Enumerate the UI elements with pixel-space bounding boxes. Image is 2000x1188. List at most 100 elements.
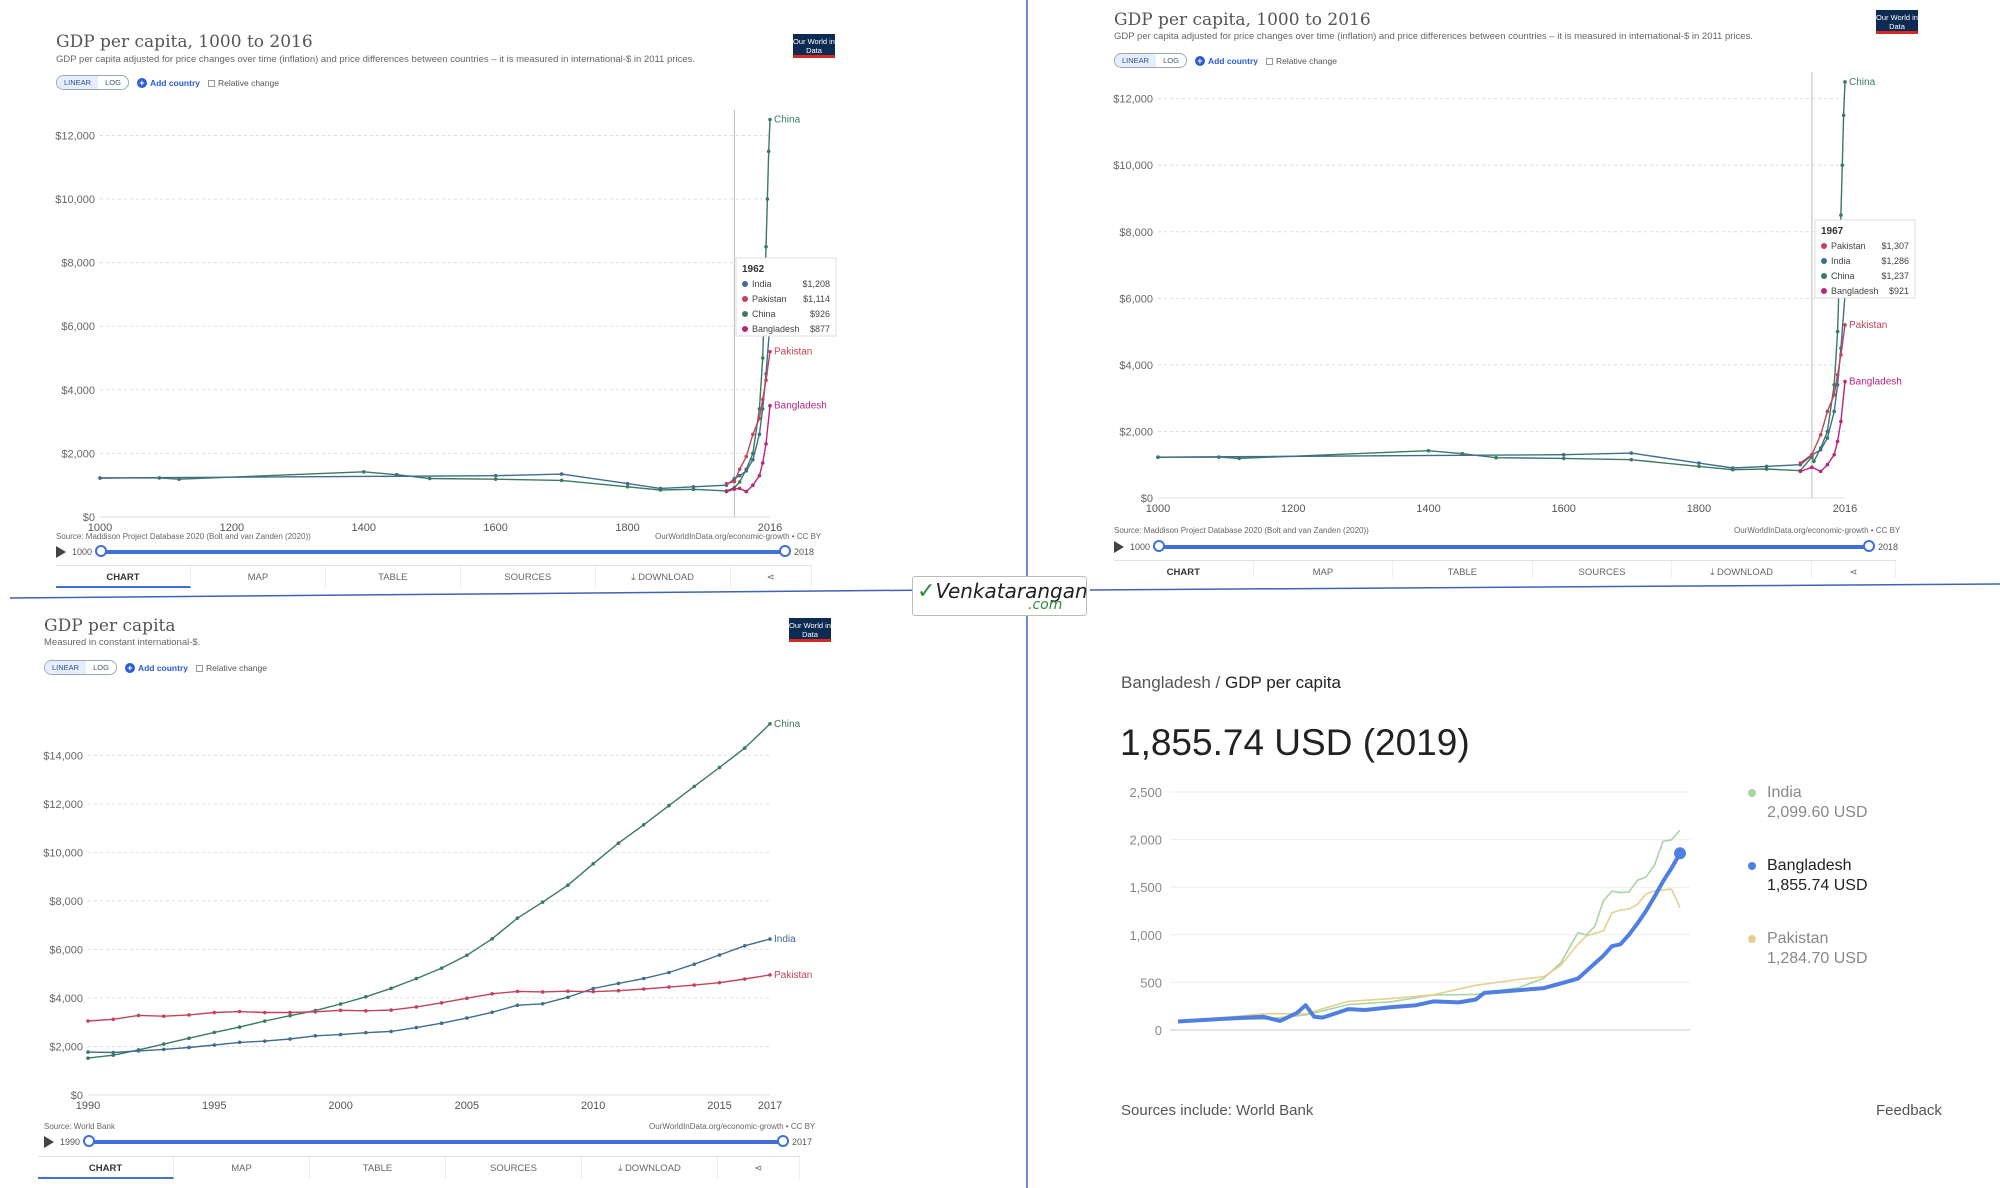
x-tick-label: 1990 — [1419, 1038, 1448, 1040]
data-point-china — [414, 976, 419, 981]
tab-chart[interactable]: CHART — [56, 566, 191, 588]
tooltip-dot — [742, 311, 748, 317]
data-point-china — [338, 1002, 343, 1006]
data-point-pakistan — [288, 1010, 292, 1015]
data-point-pakistan — [724, 481, 729, 486]
timeline-end-handle[interactable] — [779, 545, 792, 557]
scale-toggle[interactable]: LINEAR LOG — [44, 660, 117, 675]
data-point-india — [111, 1050, 116, 1055]
relative-change-toggle[interactable]: Relative change — [196, 663, 267, 673]
data-point-india — [161, 1047, 166, 1052]
tab-download[interactable]: ⤓ DOWNLOAD — [1672, 561, 1812, 578]
tab-map[interactable]: MAP — [1254, 561, 1394, 578]
share-icon[interactable]: ⋖ — [1812, 561, 1896, 578]
add-country-button[interactable]: + Add country — [124, 662, 188, 673]
feedback-link[interactable]: Feedback — [1876, 1102, 1942, 1119]
data-point-pakistan — [313, 1009, 318, 1014]
linear-option[interactable]: LINEAR — [45, 661, 87, 674]
data-point-india — [136, 1049, 141, 1053]
timeline-slider[interactable] — [1153, 540, 1876, 552]
log-option[interactable]: LOG — [105, 78, 121, 87]
data-point-bangladesh — [757, 473, 762, 478]
tab-download[interactable]: ⤓ DOWNLOAD — [596, 566, 731, 588]
breadcrumb-country[interactable]: Bangladesh — [1121, 673, 1211, 692]
log-option[interactable]: LOG — [1163, 56, 1179, 65]
x-tick-label: 1400 — [1416, 503, 1440, 515]
tab-table[interactable]: TABLE — [326, 566, 461, 588]
share-icon[interactable]: ⋖ — [731, 566, 812, 588]
data-point-india — [641, 976, 646, 981]
y-tick-label: $14,000 — [43, 750, 83, 762]
license-note: OurWorldInData.org/economic-growth • CC … — [655, 532, 822, 541]
data-point-china — [1561, 456, 1566, 461]
data-point-india — [1697, 461, 1701, 465]
timeline-start-handle[interactable] — [1153, 540, 1166, 552]
data-point-china — [1843, 80, 1847, 84]
legend-pakistan[interactable]: Pakistan 1,284.70 USD — [1748, 929, 1868, 969]
linear-option[interactable]: LINEAR — [1115, 54, 1157, 67]
scale-toggle[interactable]: LINEAR LOG — [56, 75, 129, 90]
data-point-pakistan — [591, 989, 595, 994]
tooltip-country: Pakistan — [752, 294, 787, 304]
play-icon[interactable] — [44, 1136, 54, 1148]
data-point-pakistan — [1798, 461, 1803, 465]
series-line-india — [1177, 829, 1681, 1023]
data-point-india — [1832, 409, 1836, 414]
add-country-button[interactable]: + Add country — [1194, 55, 1258, 66]
tab-map[interactable]: MAP — [174, 1157, 310, 1179]
tab-sources[interactable]: SOURCES — [1533, 561, 1673, 578]
legend-india[interactable]: India 2,099.60 USD — [1748, 783, 1868, 823]
tab-sources[interactable]: SOURCES — [461, 566, 596, 588]
x-tick-label: 2005 — [455, 1100, 479, 1112]
tab-chart[interactable]: CHART — [1114, 561, 1254, 578]
legend-bangladesh[interactable]: Bangladesh 1,855.74 USD — [1748, 856, 1868, 896]
tab-download[interactable]: ⤓ DOWNLOAD — [582, 1157, 718, 1179]
watermark-text: Venkatarangan — [935, 579, 1088, 603]
data-point-pakistan — [717, 980, 722, 985]
add-country-button[interactable]: + Add country — [136, 77, 200, 88]
y-tick-label: $10,000 — [43, 847, 83, 859]
relative-change-toggle[interactable]: Relative change — [208, 78, 279, 88]
play-icon[interactable] — [56, 546, 66, 558]
data-point-pakistan — [641, 987, 646, 991]
chart-controls: LINEAR LOG + Add country Relative change — [1114, 53, 1337, 68]
x-tick-label: 2017 — [758, 1100, 782, 1112]
x-tick-label: 2015 — [707, 1100, 731, 1112]
data-point-bangladesh — [1798, 469, 1803, 474]
data-point-china — [540, 900, 545, 904]
timeline-start-handle[interactable] — [83, 1135, 96, 1147]
timeline-start-handle[interactable] — [95, 545, 108, 557]
data-point-india — [1629, 451, 1634, 455]
timeline-slider[interactable] — [83, 1135, 790, 1147]
series-line-bangladesh — [1177, 852, 1682, 1024]
data-point-china — [566, 883, 570, 887]
data-point-china — [389, 986, 393, 991]
data-point-india — [768, 937, 772, 941]
watermark-logo: ✓Venkatarangan .com — [912, 576, 1088, 616]
chart-plot[interactable]: 0 500 1,000 1,500 2,000 2,500 1960 1970 1980 1990… — [1100, 770, 1740, 1040]
timeline-end-handle[interactable] — [777, 1135, 790, 1147]
download-label: DOWNLOAD — [624, 1163, 681, 1174]
play-icon[interactable] — [1114, 541, 1124, 553]
tab-table[interactable]: TABLE — [310, 1157, 446, 1179]
tooltip-value: $921 — [1889, 286, 1909, 296]
log-option[interactable]: LOG — [93, 663, 109, 672]
x-tick-label: 1995 — [202, 1100, 226, 1112]
data-point-china — [1629, 457, 1634, 462]
data-point-india — [591, 986, 595, 991]
download-label: DOWNLOAD — [638, 572, 695, 583]
linear-option[interactable]: LINEAR — [57, 76, 99, 89]
tab-chart[interactable]: CHART — [38, 1157, 174, 1179]
tab-sources[interactable]: SOURCES — [446, 1157, 582, 1179]
tab-table[interactable]: TABLE — [1393, 561, 1533, 578]
tab-map[interactable]: MAP — [191, 566, 326, 588]
relative-change-toggle[interactable]: Relative change — [1266, 56, 1337, 66]
tooltip-box — [1814, 219, 1916, 299]
scale-toggle[interactable]: LINEAR LOG — [1114, 53, 1187, 68]
x-tick-label: 1400 — [352, 522, 376, 534]
share-icon[interactable]: ⋖ — [718, 1157, 800, 1179]
relative-change-label: Relative change — [1276, 55, 1337, 66]
tooltip-box — [735, 257, 837, 337]
timeline-slider[interactable] — [95, 545, 792, 557]
timeline-end-handle[interactable] — [1863, 540, 1876, 552]
